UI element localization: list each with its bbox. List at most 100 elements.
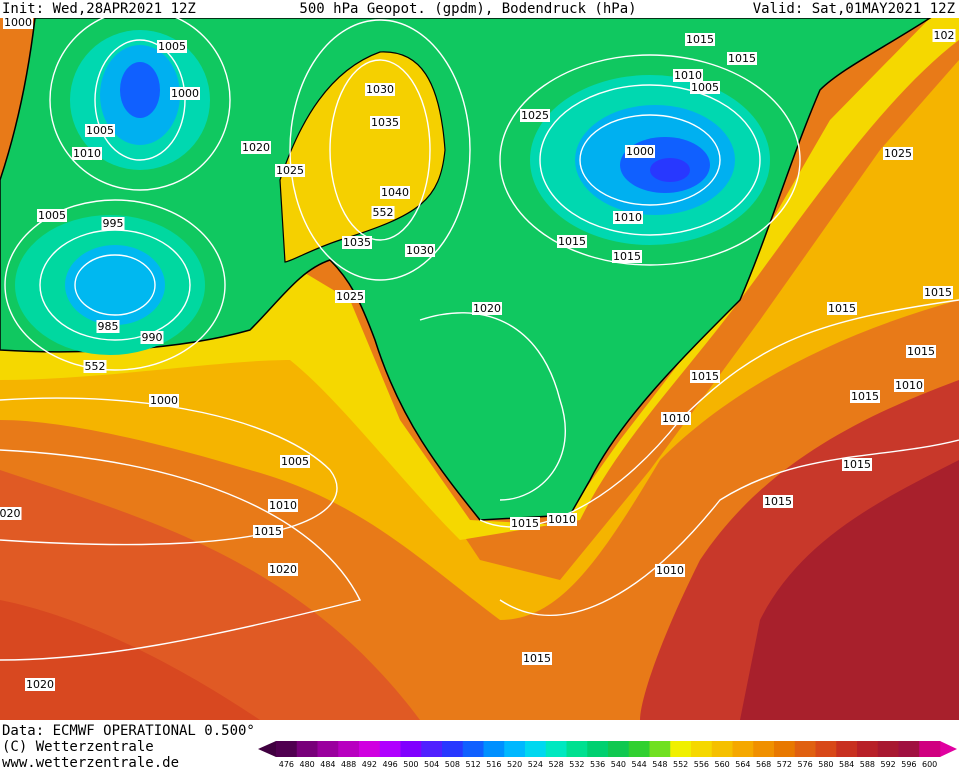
isobar-value: 1015: [511, 517, 539, 530]
colorbar-swatch: [753, 741, 775, 757]
colorbar-swatch: [815, 741, 837, 757]
isobar-label: 1005: [690, 81, 720, 94]
isobar-label: 1000: [625, 145, 655, 158]
isobar-label-bg: [37, 209, 67, 222]
isobar-label: 1010: [268, 499, 298, 512]
copyright: (C) Wetterzentrale: [2, 739, 154, 755]
colorbar-swatch: [649, 741, 671, 757]
greenland-high: [279, 51, 446, 263]
url: www.wetterzentrale.de: [2, 755, 179, 770]
isobar-label-bg: [365, 83, 395, 96]
colorbar-label: 512: [465, 760, 480, 769]
colorbar-swatch: [732, 741, 754, 757]
isobar-value: 1005: [691, 81, 719, 94]
colorbar-label: 484: [320, 760, 335, 769]
colorbar-swatch: [919, 741, 941, 757]
colorbar-label: 560: [714, 760, 729, 769]
isobar-label: 1015: [763, 495, 793, 508]
colorbar-label: 600: [922, 760, 937, 769]
colorbar-swatch: [794, 741, 816, 757]
isobar-value: 1005: [281, 455, 309, 468]
isobar-value: 1005: [158, 40, 186, 53]
colorbar-label: 496: [382, 760, 397, 769]
isobar-label: 552: [371, 206, 395, 219]
isobar-label-bg: [3, 16, 33, 29]
isobar-value: 1030: [366, 83, 394, 96]
isobar-label: 1015: [685, 33, 715, 46]
colorbar-label: 536: [590, 760, 605, 769]
isobar-value: 1015: [691, 370, 719, 383]
isobar-label-bg: [655, 564, 685, 577]
isobar-label: 1030: [405, 244, 435, 257]
isobar-label: 1000: [149, 394, 179, 407]
colorbar-swatch: [628, 741, 650, 757]
colorbar-label: 476: [279, 760, 294, 769]
colorbar-label: 552: [673, 760, 688, 769]
isobar-label-bg: [510, 517, 540, 530]
isobar-value: 1020: [473, 302, 501, 315]
isobar-label: 1010: [72, 147, 102, 160]
isobar-value: 1035: [343, 236, 371, 249]
isobar-label-bg: [370, 116, 400, 129]
isobar-label-bg: [520, 109, 550, 122]
colorbar-label: 480: [299, 760, 314, 769]
colorbar-swatch: [276, 741, 298, 757]
colorbar-swatch: [379, 741, 401, 757]
isobar-label-bg: [557, 235, 587, 248]
isobar-value: 102: [934, 29, 955, 42]
isobar-label: 1005: [157, 40, 187, 53]
colorbar-swatch: [877, 741, 899, 757]
colorbar-swatch: [525, 741, 547, 757]
isobar-label-bg: [149, 394, 179, 407]
isobar-label-bg: [96, 320, 120, 333]
isobar-value: 1015: [907, 345, 935, 358]
isobar-label: 1035: [370, 116, 400, 129]
isobar-label-bg: [101, 217, 125, 230]
isobar-label-bg: [371, 206, 395, 219]
isobar-value: 1000: [171, 87, 199, 100]
isobar-value: 1035: [371, 116, 399, 129]
isobar-value: 1010: [614, 211, 642, 224]
isobar-label-bg: [72, 147, 102, 160]
isobar-label: 1005: [85, 124, 115, 137]
isobar-label-bg: [547, 513, 577, 526]
isobar-value: 1015: [558, 235, 586, 248]
isobar-label-bg: [157, 40, 187, 53]
isobar-value: 1020: [26, 678, 54, 691]
low-core: [120, 62, 160, 118]
colorbar-label: 516: [486, 760, 501, 769]
colorbar-swatch: [857, 741, 879, 757]
isobar-value: 1010: [674, 69, 702, 82]
colorbar-swatch: [421, 741, 443, 757]
isobar-label-bg: [612, 250, 642, 263]
isobar-label-bg: [0, 507, 22, 520]
isobar-label: 1015: [557, 235, 587, 248]
isobar-label: 1020: [268, 563, 298, 576]
isobar-value: 1015: [924, 286, 952, 299]
isobar-label: 102: [932, 29, 956, 42]
colorbar-label: 500: [403, 760, 418, 769]
isobar-value: 1010: [269, 499, 297, 512]
isobar-label-bg: [906, 345, 936, 358]
isobar-label: 1040: [380, 186, 410, 199]
isobar-value: 1010: [662, 412, 690, 425]
colorbar-label: 488: [341, 760, 356, 769]
isobar-label: 1025: [883, 147, 913, 160]
valid-time: Valid: Sat,01MAY2021 12Z: [753, 1, 955, 17]
colorbar-swatch: [296, 741, 318, 757]
isobar-label-bg: [763, 495, 793, 508]
isobar-label: 1010: [673, 69, 703, 82]
isobar-label-bg: [932, 29, 956, 42]
isobar-label: 1035: [342, 236, 372, 249]
region-red: [0, 600, 260, 720]
colorbar-label: 548: [652, 760, 667, 769]
isobar-label: 1015: [827, 302, 857, 315]
colorbar-label: 564: [735, 760, 750, 769]
isobar-value: 1015: [523, 652, 551, 665]
isobar-label-bg: [85, 124, 115, 137]
isobar-label-bg: [342, 236, 372, 249]
isobar-label: 1025: [520, 109, 550, 122]
colorbar-swatch: [442, 741, 464, 757]
colorbar-label: 568: [756, 760, 771, 769]
